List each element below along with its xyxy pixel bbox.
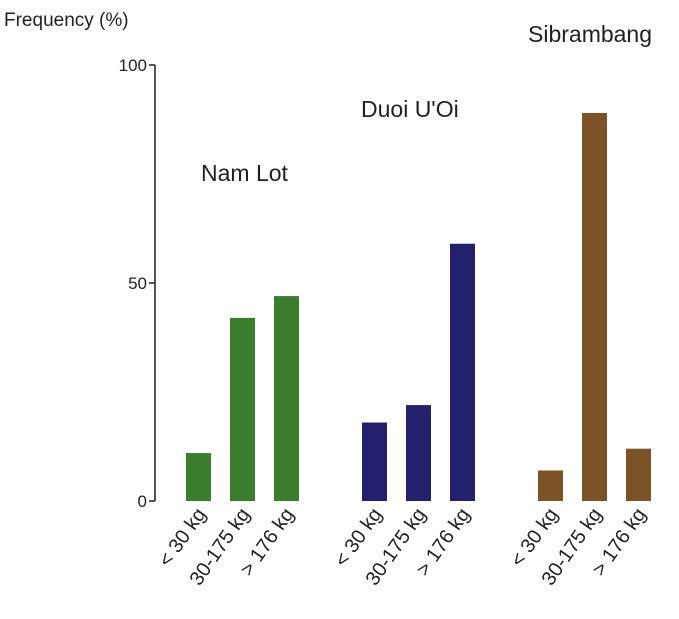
bar — [626, 448, 651, 501]
group-title: Duoi U'Oi — [361, 96, 459, 122]
bar — [538, 470, 563, 501]
bar — [230, 317, 255, 501]
bar — [582, 112, 607, 502]
bars — [186, 112, 651, 502]
y-tick-label: 0 — [138, 492, 147, 511]
bar — [362, 422, 387, 501]
group-titles: Nam Lot Duoi U'Oi Sibrambang — [201, 21, 652, 186]
group-title: Nam Lot — [201, 160, 289, 186]
bar — [274, 296, 299, 501]
bar — [406, 405, 431, 501]
y-tick-label: 50 — [128, 274, 147, 293]
bar — [450, 243, 475, 501]
bar — [186, 453, 211, 501]
group-title: Sibrambang — [528, 21, 652, 47]
y-axis-label: Frequency (%) — [4, 10, 129, 31]
y-axis-ticks: 0 50 100 — [119, 56, 155, 511]
y-tick-label: 100 — [119, 56, 147, 75]
